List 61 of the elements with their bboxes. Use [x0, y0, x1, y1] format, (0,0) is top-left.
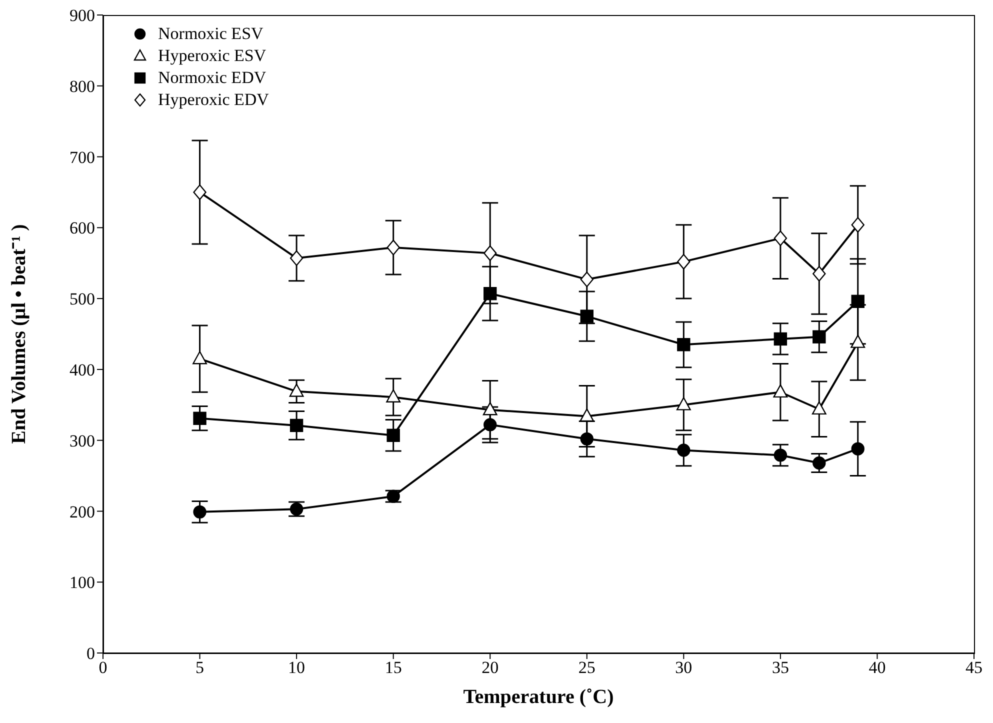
point [193, 505, 206, 519]
y-axis-title: End Volumes (μl • beat⁻¹ ) [8, 224, 30, 444]
point [812, 266, 826, 282]
y-tick-label: 100 [70, 573, 95, 592]
y-tick-label: 0 [86, 644, 95, 664]
y-tick-label: 600 [70, 218, 95, 238]
point [290, 250, 304, 266]
point [850, 334, 866, 348]
point [289, 384, 304, 397]
point [484, 245, 497, 261]
x-tick-label: 45 [966, 658, 982, 678]
x-tick-label: 25 [578, 658, 596, 678]
y-tick-label: 400 [70, 360, 95, 380]
legend-label: Normoxic EDV [158, 67, 266, 89]
y-tick-label: 800 [70, 76, 95, 96]
point [677, 444, 690, 457]
y-tick-label: 200 [70, 502, 95, 522]
x-tick-label: 0 [98, 658, 108, 678]
point [580, 408, 594, 422]
point [774, 230, 788, 246]
x-tick-label: 15 [384, 658, 402, 678]
point [676, 397, 691, 410]
point [812, 330, 826, 344]
point [386, 428, 400, 442]
point [484, 286, 497, 300]
x-axis-title: Temperature (˚C) [463, 686, 614, 708]
point [812, 456, 826, 470]
legend-label: Hyperoxic EDV [158, 89, 269, 111]
legend-label: Normoxic ESV [158, 23, 264, 45]
point [386, 240, 400, 256]
point [386, 490, 400, 503]
y-tick-label: 300 [70, 431, 95, 450]
point [193, 184, 206, 200]
point [851, 217, 864, 233]
x-tick-label: 40 [868, 658, 886, 678]
point [193, 412, 206, 425]
point [580, 272, 594, 288]
point [774, 332, 788, 346]
legend-label: Hyperoxic ESV [158, 45, 266, 67]
point [677, 338, 690, 352]
point [774, 448, 788, 462]
point [192, 351, 207, 364]
point [580, 432, 594, 446]
y-tick-label: 900 [70, 6, 95, 26]
x-tick-label: 5 [196, 658, 204, 678]
point [386, 389, 401, 402]
point [580, 310, 594, 323]
point [677, 254, 690, 270]
point [482, 402, 498, 416]
point [851, 442, 864, 456]
y-tick-label: 700 [70, 148, 95, 167]
x-tick-label: 30 [675, 658, 692, 678]
x-tick-label: 20 [482, 658, 499, 678]
point [812, 401, 826, 415]
point [773, 384, 788, 398]
point [851, 294, 864, 308]
x-tick-label: 10 [288, 658, 306, 678]
point [290, 418, 304, 432]
x-tick-label: 35 [772, 658, 789, 678]
y-tick-label: 500 [70, 290, 95, 309]
point [484, 418, 497, 432]
